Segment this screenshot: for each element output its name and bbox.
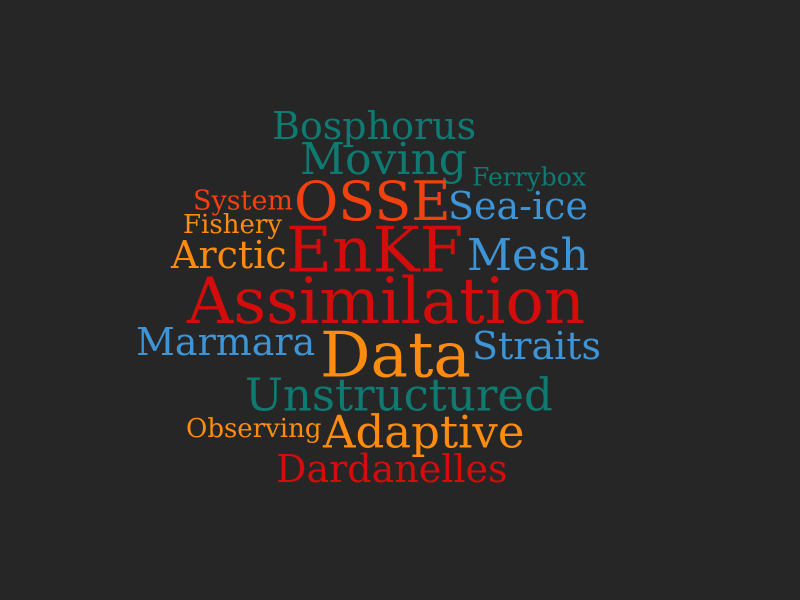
word-adaptive: Adaptive [323, 405, 525, 459]
word-sea-ice: Sea-ice [448, 184, 588, 228]
word-straits: Straits [472, 324, 602, 368]
word-enkf: EnKF [286, 213, 464, 287]
word-observing: Observing [186, 414, 322, 444]
word-marmara: Marmara [136, 320, 316, 364]
word-mesh: Mesh [467, 230, 590, 281]
word-data: Data [320, 318, 471, 392]
word-system: System [193, 185, 294, 217]
word-bosphorus: Bosphorus [272, 104, 477, 148]
word-moving: Moving [300, 134, 467, 185]
word-dardanelles: Dardanelles [276, 447, 508, 491]
word-arctic: Arctic [171, 233, 287, 277]
word-unstructured: Unstructured [245, 368, 553, 422]
word-fishery: Fishery [183, 210, 282, 240]
word-osse: OSSE [294, 170, 451, 233]
word-ferrybox: Ferrybox [472, 162, 586, 192]
word-assimilation: Assimilation [187, 265, 586, 339]
